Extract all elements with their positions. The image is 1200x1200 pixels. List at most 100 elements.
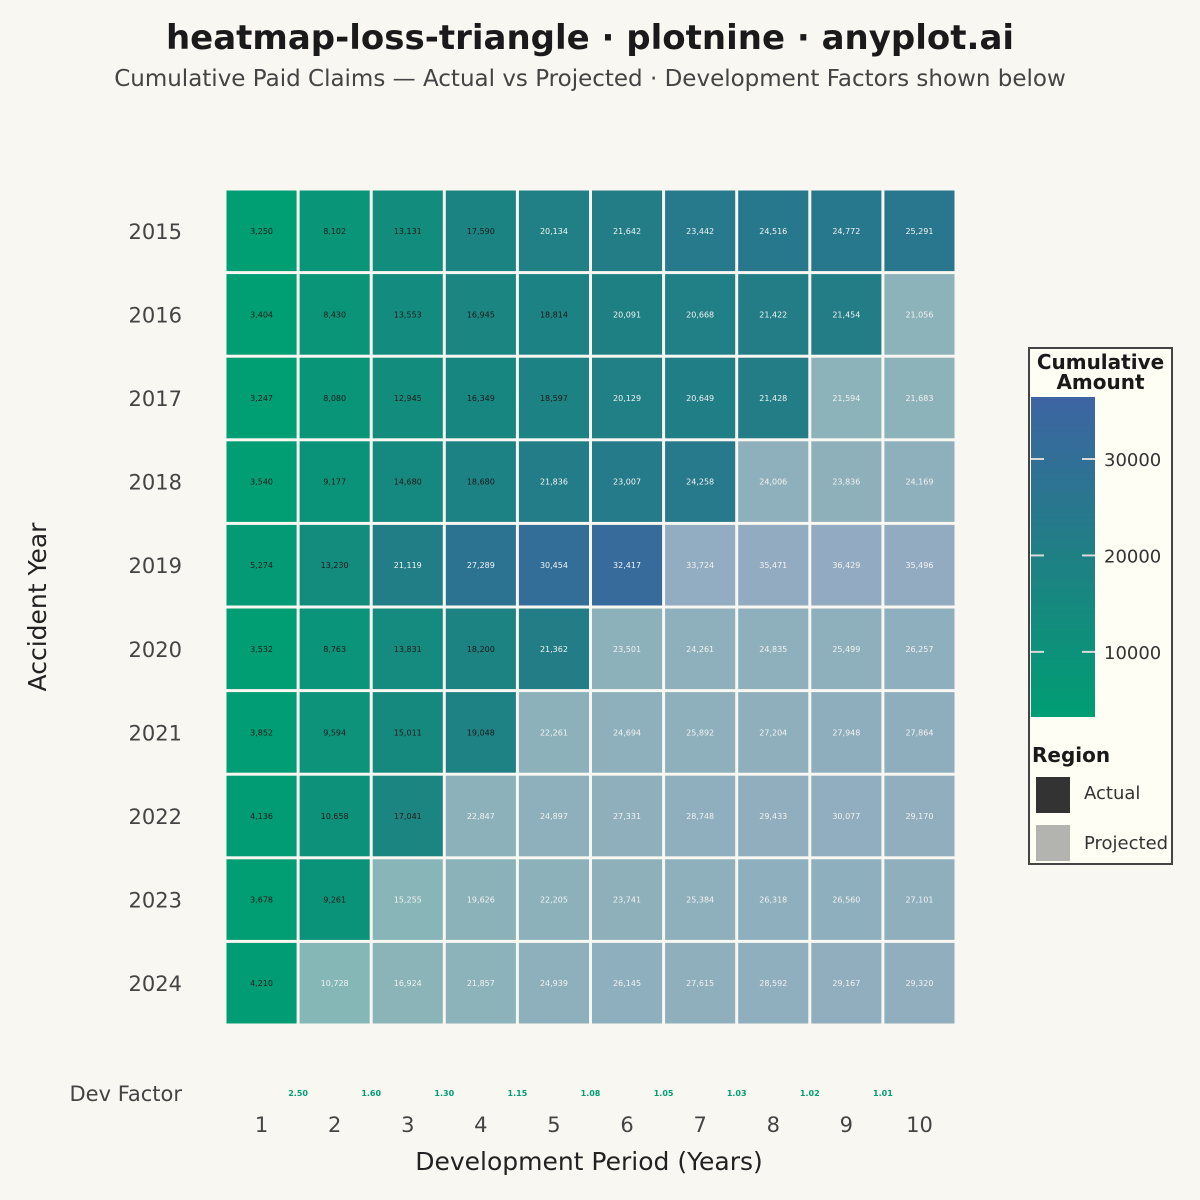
cell-label: 13,131: [394, 227, 422, 236]
cell-label: 29,433: [759, 812, 787, 821]
heatmap-cell: [445, 859, 516, 940]
heatmap-cell: [665, 608, 736, 690]
cell-label: 8,080: [323, 394, 346, 403]
region-legend-title: Region: [1032, 743, 1111, 767]
y-tick-label: 2019: [129, 554, 182, 578]
cell-label: 36,429: [832, 561, 860, 570]
cell-label: 27,204: [759, 728, 787, 737]
chart-title: heatmap-loss-triangle · plotnine · anypl…: [165, 18, 1015, 58]
cell-label: 17,041: [394, 812, 422, 821]
x-tick-label: 7: [693, 1113, 706, 1137]
heatmap-cell: [738, 441, 809, 522]
cell-label: 25,499: [832, 645, 860, 654]
heatmap-cell: [445, 524, 516, 606]
cell-label: 13,230: [321, 561, 349, 570]
cell-label: 5,274: [250, 561, 273, 570]
cell-label: 16,349: [467, 394, 495, 403]
heatmap-cell: [445, 942, 516, 1024]
heatmap-cell: [738, 274, 809, 355]
heatmap-cell: [299, 524, 370, 606]
cell-label: 24,258: [686, 478, 714, 487]
cell-label: 24,516: [759, 227, 787, 236]
colorbar-title-line2: Amount: [1056, 370, 1145, 394]
dev-factor-value: 1.08: [581, 1089, 601, 1098]
dev-factor-row: 2.50 1.60 1.30 1.15 1.08 1.05 1.03 1.02 1.01: [288, 1089, 893, 1098]
heatmap-cell: [299, 441, 370, 522]
cell-label: 26,560: [832, 896, 860, 905]
heatmap-cell: [372, 942, 443, 1024]
heatmap-cell: [592, 441, 663, 522]
dev-factor-value: 1.60: [361, 1089, 381, 1098]
heatmap-cell: [884, 775, 955, 857]
cell-label: 21,836: [540, 478, 568, 487]
cell-label: 22,205: [540, 896, 568, 905]
cell-label: 26,318: [759, 896, 787, 905]
cell-label: 15,011: [394, 728, 422, 737]
cell-label: 23,007: [613, 478, 641, 487]
cell-label: 30,454: [540, 561, 568, 570]
cell-label: 20,091: [613, 310, 641, 319]
heatmap-cell: [884, 942, 955, 1024]
cell-label: 18,200: [467, 645, 495, 654]
cell-label: 8,430: [323, 310, 346, 319]
cell-label: 18,814: [540, 310, 568, 319]
cell-label: 21,422: [759, 310, 787, 319]
cell-label: 21,642: [613, 227, 641, 236]
heatmap-cell: [592, 692, 663, 773]
heatmap-cell: [372, 190, 443, 272]
cell-label: 25,291: [905, 227, 933, 236]
cell-label: 9,594: [323, 728, 346, 737]
cell-label: 21,119: [394, 561, 422, 570]
cell-label: 24,006: [759, 478, 787, 487]
heatmap-cell: [372, 692, 443, 773]
cell-label: 16,945: [467, 310, 495, 319]
heatmap-cell: [884, 859, 955, 940]
heatmap-cell: [738, 859, 809, 940]
heatmap-cell: [884, 357, 955, 439]
y-tick-labels: 2015 2016 2017 2018 2019 2020 2021 2022 2023 2024: [129, 220, 182, 996]
heatmap-cell: [592, 942, 663, 1024]
legend-label-actual: Actual: [1084, 783, 1141, 804]
cell-label: 21,683: [905, 394, 933, 403]
heatmap-cell: [299, 190, 370, 272]
cell-label: 12,945: [394, 394, 422, 403]
colorbar-tick-label: 20000: [1104, 546, 1161, 567]
heatmap-cell: [372, 274, 443, 355]
cell-label: 21,857: [467, 979, 495, 988]
heatmap-cell: [372, 859, 443, 940]
heatmap-cell: [445, 692, 516, 773]
x-axis-label: Development Period (Years): [415, 1147, 763, 1176]
cell-label: 20,129: [613, 394, 641, 403]
dev-factor-value: 1.02: [800, 1089, 820, 1098]
cell-label: 4,136: [250, 812, 273, 821]
legend-label-projected: Projected: [1084, 833, 1169, 854]
heatmap-cell: [299, 692, 370, 773]
heatmap-cell: [884, 441, 955, 522]
heatmap-cell: [811, 441, 882, 522]
heatmap-cell: [592, 274, 663, 355]
heatmap-cell: [299, 859, 370, 940]
heatmap-cell: [518, 441, 589, 522]
heatmap-cell: [665, 692, 736, 773]
legend-key-projected: [1036, 825, 1070, 861]
heatmap-cell: [226, 608, 297, 690]
cell-label: 21,428: [759, 394, 787, 403]
colorbar-title-line1: Cumulative: [1036, 350, 1165, 374]
cell-label: 23,836: [832, 478, 860, 487]
heatmap-cell: [665, 274, 736, 355]
heatmap-cell: [445, 441, 516, 522]
heatmap-cell: [811, 775, 882, 857]
cell-label: 21,056: [905, 310, 933, 319]
legend: Cumulative Amount 10000 20000 30000 Region…: [1028, 347, 1173, 865]
dev-factor-label: Dev Factor: [70, 1082, 183, 1106]
cell-label: 3,250: [250, 227, 273, 236]
heatmap-cell: [226, 692, 297, 773]
dev-factor-value: 1.15: [508, 1089, 528, 1098]
heatmap-cell: [665, 524, 736, 606]
heatmap-cell: [738, 942, 809, 1024]
cell-label: 20,668: [686, 310, 714, 319]
heatmap-cell: [738, 357, 809, 439]
dev-factor-value: 1.03: [727, 1089, 747, 1098]
heatmap-cell: [226, 357, 297, 439]
